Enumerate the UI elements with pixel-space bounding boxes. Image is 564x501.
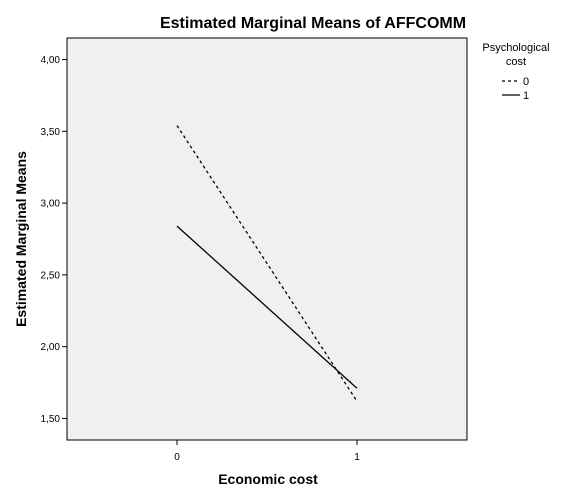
x-axis-title: Economic cost	[218, 471, 318, 487]
chart-title: Estimated Marginal Means of AFFCOMM	[160, 15, 466, 32]
y-tick-label: 3,50	[41, 127, 61, 138]
plot-area	[66, 37, 468, 441]
series-line-0	[176, 125, 358, 402]
legend-entries: 01	[502, 76, 529, 102]
legend-label-1: 1	[523, 90, 529, 102]
legend: Psychological cost 01	[482, 42, 549, 102]
y-axis: 1,50 2,00 2,50 3,00 3,50 4,00	[41, 55, 67, 425]
y-tick-label: 2,00	[41, 342, 61, 353]
y-tick-label: 1,50	[41, 414, 61, 425]
x-tick-label: 1	[354, 452, 360, 463]
y-axis-title: Estimated Marginal Means	[13, 151, 29, 327]
x-tick-label: 0	[174, 452, 180, 463]
y-tick-label: 4,00	[41, 55, 61, 66]
y-tick-label: 2,50	[41, 270, 61, 281]
series-layer	[176, 125, 358, 402]
series-line-1	[176, 225, 358, 389]
legend-label-0: 0	[523, 76, 529, 88]
legend-title-line-2: cost	[506, 56, 526, 68]
legend-title-line-1: Psychological	[482, 42, 549, 54]
y-tick-label: 3,00	[41, 199, 61, 210]
